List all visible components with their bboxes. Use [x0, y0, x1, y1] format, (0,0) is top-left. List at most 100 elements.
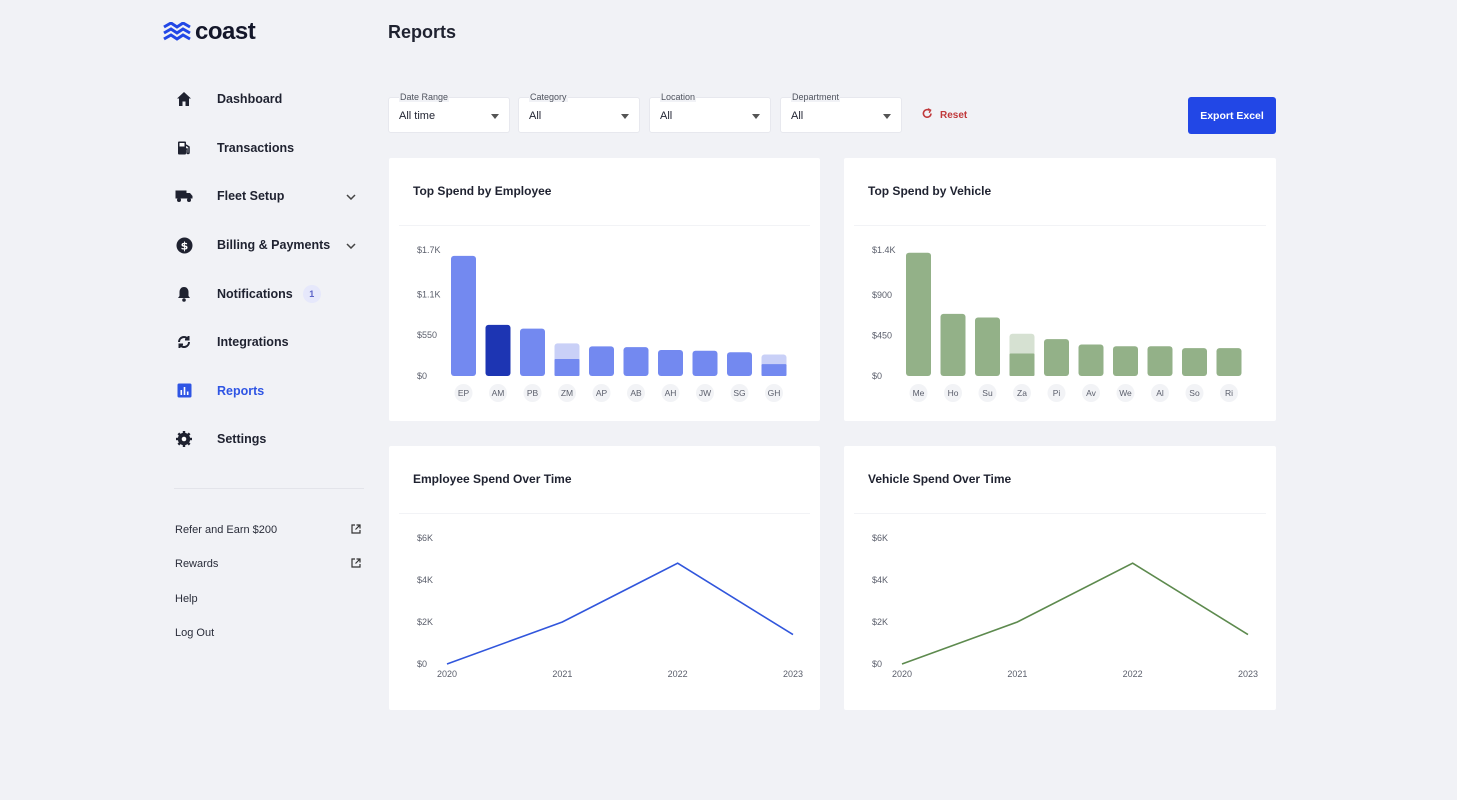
category-avatar [489, 384, 507, 402]
sidebar-divider [174, 488, 364, 489]
category-select[interactable]: Category All [518, 92, 640, 133]
x-tick-label: 2021 [1007, 669, 1027, 679]
chevron-down-icon[interactable] [346, 238, 356, 252]
y-tick-label: $0 [872, 371, 882, 381]
category-label: Za [1017, 388, 1027, 398]
employee-spend-over-time-card: Employee Spend Over Time $0 $2K $4K $6K 2020… [389, 446, 820, 710]
category-label: EP [458, 388, 470, 398]
y-tick-label: $6K [872, 533, 888, 543]
log-out-link[interactable]: Log Out [175, 616, 361, 650]
y-tick-label: $1.7K [417, 245, 441, 255]
category-avatar [978, 384, 997, 402]
sidebar-item-label: Billing & Payments [217, 238, 331, 253]
bar [940, 313, 966, 376]
category-label: Su [982, 388, 993, 398]
export-excel-button[interactable]: Export Excel [1188, 97, 1276, 134]
category-label: Ri [1225, 388, 1233, 398]
rewards-label: Rewards [175, 558, 219, 571]
bar [1182, 348, 1207, 376]
chevron-down-icon[interactable] [346, 189, 356, 203]
y-tick-label: $2K [417, 617, 433, 627]
sidebar-item-transactions[interactable]: Transactions [174, 124, 364, 173]
location-select[interactable]: Location All [649, 92, 771, 133]
card-divider [399, 225, 810, 226]
sidebar-item-label: Notifications [217, 286, 293, 301]
top-spend-vehicle-card: Top Spend by Vehicle $0 $450 $900 $1.4K Me Ho… [844, 158, 1276, 421]
reset-button[interactable]: Reset [922, 108, 967, 122]
reset-icon [922, 108, 933, 122]
y-tick-label: $4K [872, 575, 888, 585]
category-value: All [529, 110, 542, 122]
y-tick-label: $4K [417, 575, 433, 585]
x-tick-label: 2022 [1123, 669, 1143, 679]
category-label: Al [1156, 388, 1164, 398]
reset-label: Reset [940, 109, 968, 121]
bar [975, 317, 1000, 376]
external-link-icon [351, 558, 361, 571]
x-tick-label: 2020 [892, 669, 912, 679]
category-label: JW [699, 388, 711, 398]
caret-down-icon [621, 114, 629, 119]
bar [1147, 346, 1173, 376]
category-avatar [1151, 384, 1169, 402]
sidebar-footer: Refer and Earn $200 Rewards Help Log Out [175, 513, 361, 650]
category-avatar [1116, 384, 1135, 402]
external-link-icon [351, 524, 361, 537]
bar [658, 350, 683, 376]
sync-icon [174, 332, 194, 352]
category-avatar [454, 384, 473, 402]
department-select[interactable]: Department All [780, 92, 902, 133]
x-tick-label: 2020 [437, 669, 457, 679]
category-label: Pi [1053, 388, 1061, 398]
category-label: AH [665, 388, 677, 398]
vehicle-spend-over-time-card: Vehicle Spend Over Time $0 $2K $4K $6K 2020 2… [844, 446, 1276, 710]
category-label: Ho [948, 388, 959, 398]
y-tick-label: $0 [417, 371, 427, 381]
category-label: ZM [561, 388, 573, 398]
category-avatar [944, 384, 962, 402]
help-link[interactable]: Help [175, 582, 361, 616]
date-range-select[interactable]: Date Range All time [388, 92, 510, 133]
category-avatar [627, 384, 645, 402]
sidebar-item-label: Reports [217, 383, 265, 398]
bar [623, 347, 649, 376]
sidebar-item-dashboard[interactable]: Dashboard [174, 75, 364, 124]
category-label: Av [1086, 388, 1097, 398]
sidebar-item-label: Settings [217, 432, 267, 447]
category-label: GH [768, 388, 781, 398]
log-out-label: Log Out [175, 627, 215, 640]
rewards-link[interactable]: Rewards [175, 547, 361, 581]
category-avatar [1082, 384, 1100, 402]
sidebar-item-billing-payments[interactable]: $ Billing & Payments [174, 221, 364, 270]
sidebar-item-notifications[interactable]: Notifications 1 [174, 269, 364, 318]
refer-and-earn-link[interactable]: Refer and Earn $200 [175, 513, 361, 547]
sidebar-item-settings[interactable]: Settings [174, 415, 364, 464]
bar [906, 252, 931, 376]
sidebar-item-fleet-setup[interactable]: Fleet Setup [174, 172, 364, 221]
employee-spend-over-time-chart: $0 $2K $4K $6K 2020 2021 2022 2023 [417, 533, 803, 679]
caret-down-icon [491, 114, 499, 119]
bar [485, 324, 511, 376]
x-tick-label: 2021 [552, 669, 572, 679]
sidebar-item-reports[interactable]: Reports [174, 367, 364, 416]
bar [520, 328, 545, 376]
category-avatar [592, 384, 611, 402]
category-label: SG [733, 388, 745, 398]
app-logo[interactable]: coast [163, 18, 256, 46]
caret-down-icon [752, 114, 760, 119]
category-avatar [558, 384, 576, 402]
vehicle-spend-over-time-chart: $0 $2K $4K $6K 2020 2021 2022 2023 [872, 533, 1258, 679]
department-value: All [791, 110, 804, 122]
y-tick-label: $6K [417, 533, 433, 543]
category-avatar [661, 384, 680, 402]
location-value: All [660, 110, 673, 122]
card-title: Vehicle Spend Over Time [868, 472, 1012, 486]
y-tick-label: $0 [417, 659, 427, 669]
bar [451, 255, 476, 376]
fuel-pump-icon [174, 138, 194, 158]
sidebar-nav: Dashboard Transactions Fleet Setup $ Bil… [174, 75, 364, 464]
sidebar-item-integrations[interactable]: Integrations [174, 318, 364, 367]
bar [727, 352, 752, 376]
bar-chart-icon [174, 381, 194, 401]
y-tick-label: $450 [872, 331, 892, 341]
